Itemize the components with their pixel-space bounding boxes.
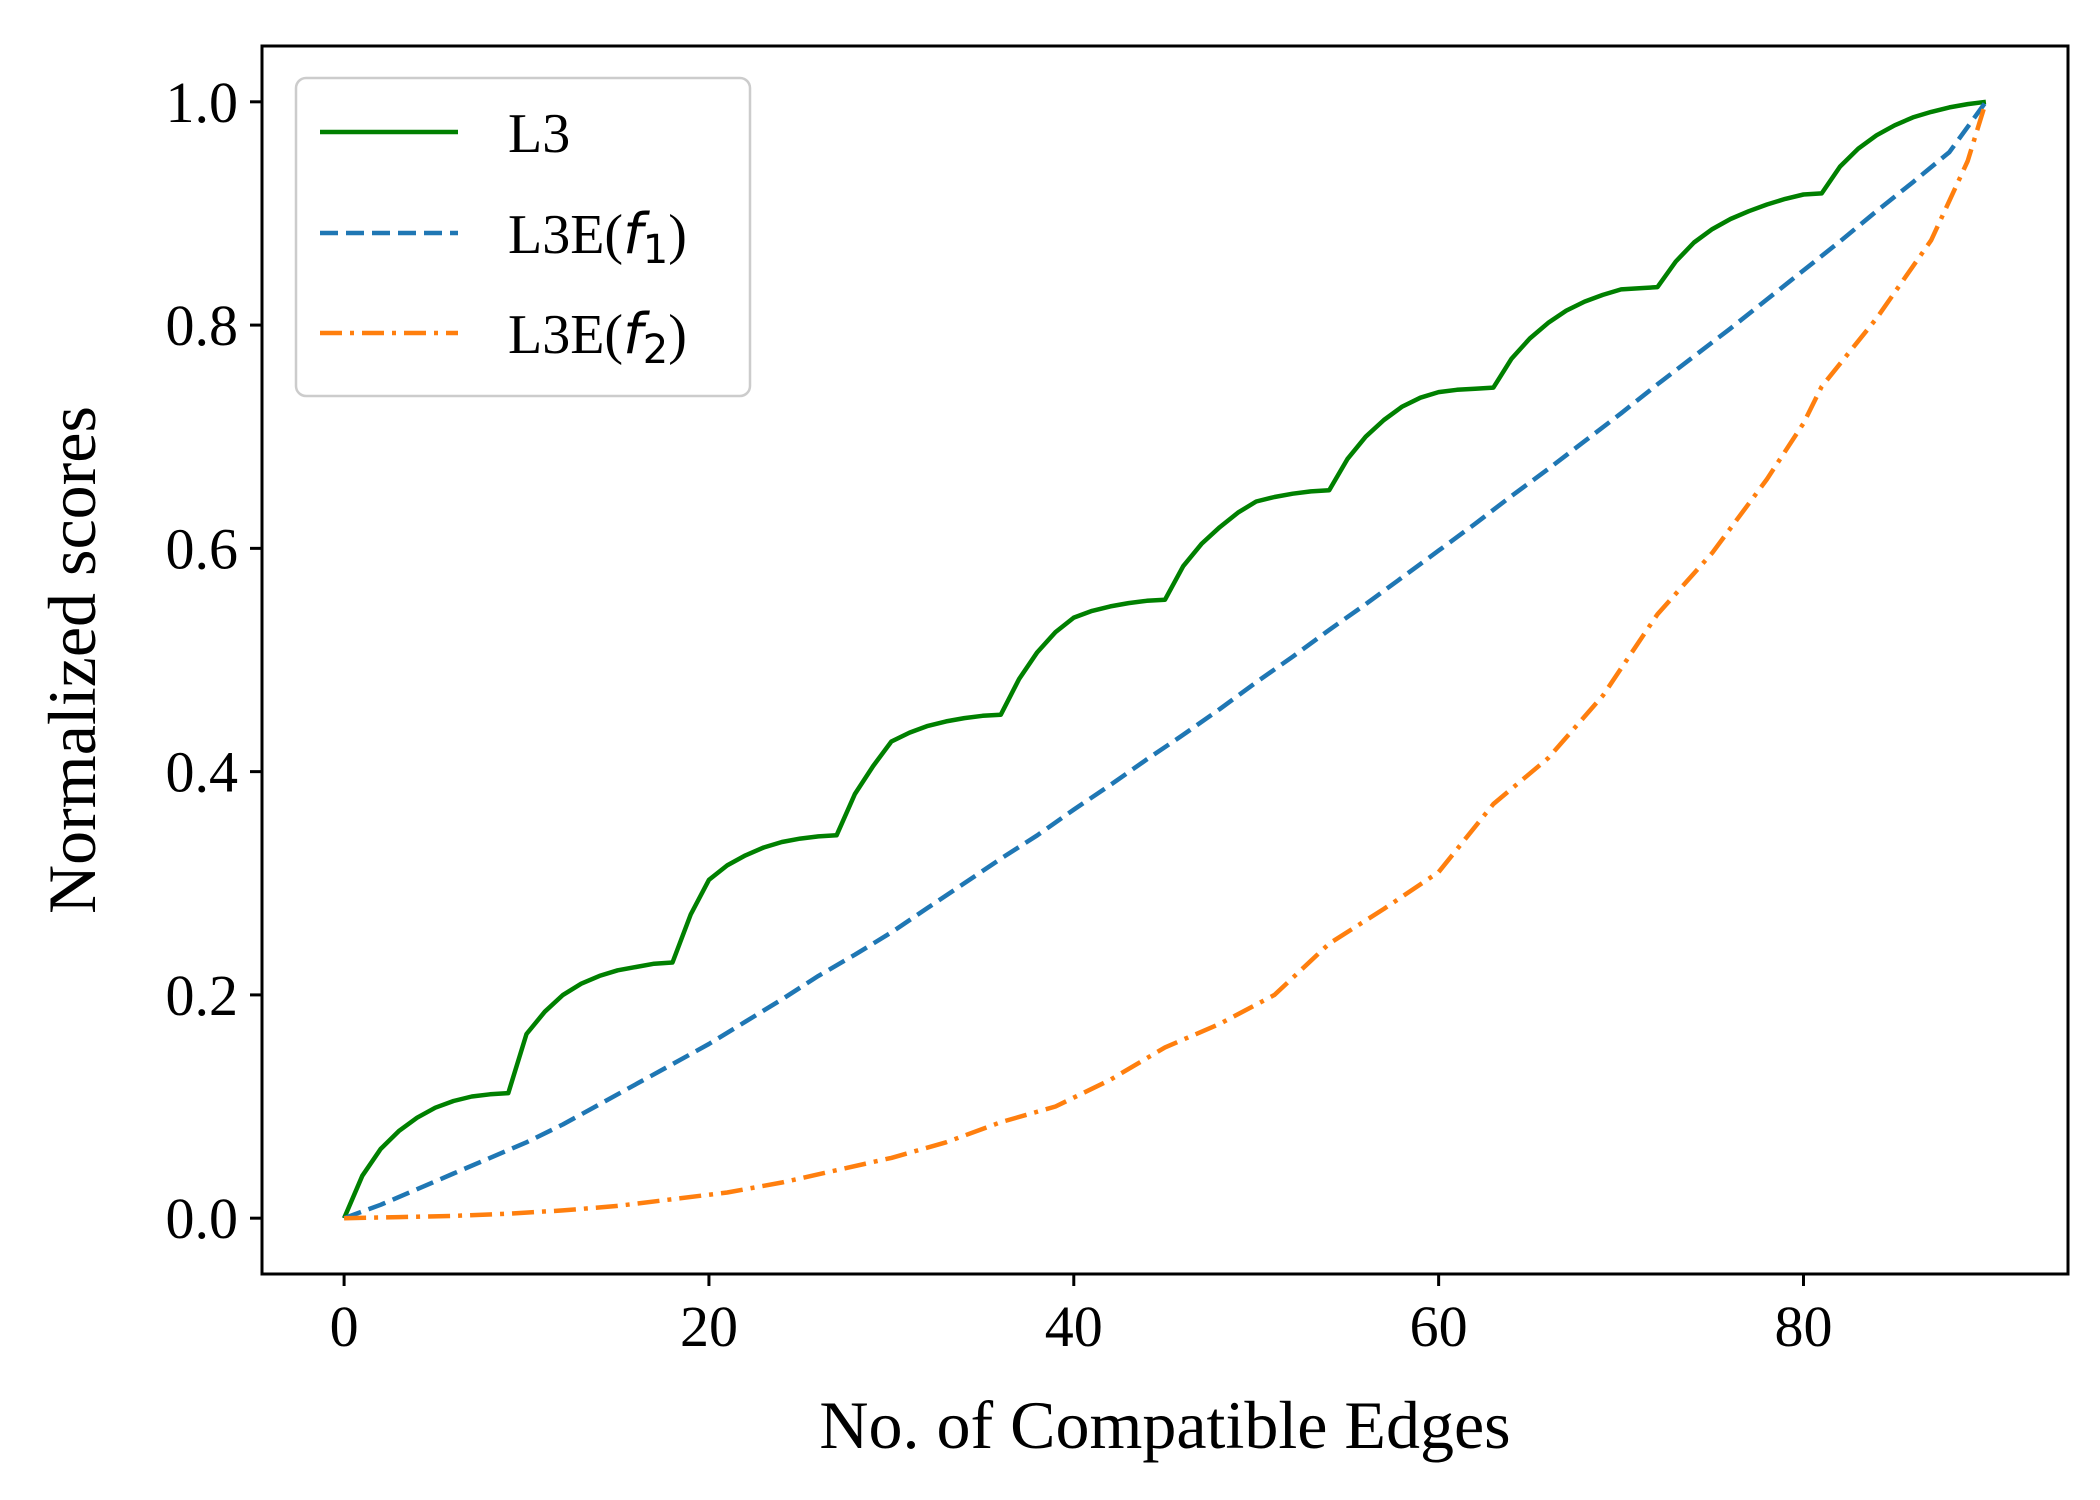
y-axis-label: Normalized scores: [34, 406, 110, 914]
series-line-l3e-f2: [344, 101, 1989, 1221]
series-line-l3: [342, 99, 1987, 1220]
y-tick-label: 0.2: [166, 963, 239, 1028]
x-tick-label: 80: [1774, 1294, 1832, 1359]
y-axis: 0.0 0.2 0.4 0.6 0.8 1.0: [166, 70, 262, 1251]
legend-frame: [294, 76, 752, 398]
legend: L3 L3E(f1) L3E(f2): [294, 76, 752, 398]
y-tick-label: 0.6: [166, 516, 239, 581]
x-axis-label: No. of Compatible Edges: [819, 1387, 1510, 1463]
y-tick-label: 0.4: [166, 740, 239, 805]
legend-label-l3e-f1: L3E(f1): [508, 202, 687, 273]
x-tick-label: 40: [1045, 1294, 1103, 1359]
series-line-l3e-f1: [343, 100, 1988, 1221]
x-tick-label: 60: [1410, 1294, 1468, 1359]
series-layer: [342, 99, 1989, 1221]
y-tick-label: 0.8: [166, 293, 239, 358]
x-tick-label: 0: [330, 1294, 359, 1359]
x-tick-label: 20: [680, 1294, 738, 1359]
plot-frame: [260, 44, 2070, 1276]
x-axis: 0 20 40 60 80: [330, 1274, 1832, 1359]
y-tick-label: 1.0: [166, 70, 239, 135]
legend-label-l3: L3: [508, 103, 570, 165]
y-tick-label: 0.0: [166, 1186, 239, 1251]
